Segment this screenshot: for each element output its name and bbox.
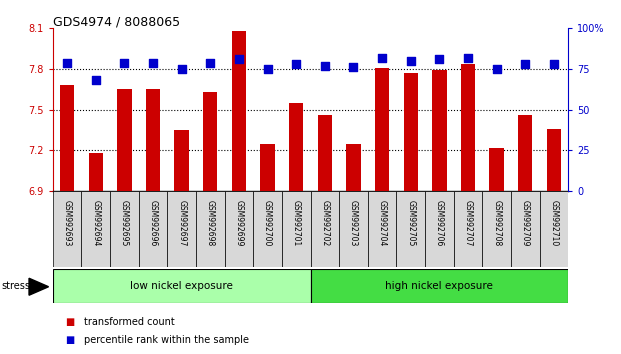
Point [348, 64, 358, 70]
Point [492, 66, 502, 72]
Text: GSM992696: GSM992696 [148, 200, 158, 247]
Bar [289, 103, 303, 191]
Point [91, 78, 101, 83]
Polygon shape [29, 278, 48, 295]
Bar [489, 148, 504, 191]
Bar [175, 130, 189, 191]
Bar [232, 31, 246, 191]
Text: GSM992704: GSM992704 [378, 200, 387, 247]
Text: GSM992702: GSM992702 [320, 200, 329, 246]
Text: percentile rank within the sample: percentile rank within the sample [84, 335, 249, 345]
Bar [167, 191, 196, 267]
Bar [483, 191, 511, 267]
Bar [540, 191, 568, 267]
Bar [282, 191, 310, 267]
Text: GSM992694: GSM992694 [91, 200, 100, 247]
Text: GSM992705: GSM992705 [406, 200, 415, 247]
Text: GSM992708: GSM992708 [492, 200, 501, 246]
Point [463, 55, 473, 61]
Text: GSM992710: GSM992710 [550, 200, 558, 246]
Text: ■: ■ [65, 317, 75, 327]
Point [62, 60, 72, 65]
Text: GSM992709: GSM992709 [521, 200, 530, 247]
Bar [310, 191, 339, 267]
Text: GSM992700: GSM992700 [263, 200, 272, 247]
Bar [454, 191, 483, 267]
Bar [368, 191, 396, 267]
Bar [518, 115, 532, 191]
Bar [432, 70, 446, 191]
Point [177, 66, 187, 72]
Point [520, 61, 530, 67]
Text: transformed count: transformed count [84, 317, 175, 327]
Bar [425, 191, 454, 267]
Point [549, 61, 559, 67]
Text: high nickel exposure: high nickel exposure [386, 281, 493, 291]
Bar [225, 191, 253, 267]
Bar [461, 64, 475, 191]
Point [206, 60, 215, 65]
Point [435, 56, 445, 62]
Bar [81, 191, 110, 267]
Text: stress: stress [1, 281, 30, 291]
Text: GSM992703: GSM992703 [349, 200, 358, 247]
Bar [260, 144, 274, 191]
Bar [89, 153, 103, 191]
Point [234, 56, 244, 62]
Bar [110, 191, 138, 267]
Text: GSM992693: GSM992693 [63, 200, 71, 247]
Bar [375, 68, 389, 191]
Text: GDS4974 / 8088065: GDS4974 / 8088065 [53, 16, 180, 29]
Point [291, 61, 301, 67]
Bar [53, 269, 310, 303]
Point [406, 58, 415, 64]
Point [377, 55, 387, 61]
Text: low nickel exposure: low nickel exposure [130, 281, 233, 291]
Bar [117, 89, 132, 191]
Text: GSM992698: GSM992698 [206, 200, 215, 246]
Text: GSM992699: GSM992699 [234, 200, 243, 247]
Text: GSM992707: GSM992707 [463, 200, 473, 247]
Text: GSM992695: GSM992695 [120, 200, 129, 247]
Bar [404, 73, 418, 191]
Bar [203, 92, 217, 191]
Bar [60, 85, 75, 191]
Text: GSM992697: GSM992697 [177, 200, 186, 247]
Text: ■: ■ [65, 335, 75, 345]
Bar [146, 89, 160, 191]
Point [263, 66, 273, 72]
Point [320, 63, 330, 69]
Bar [347, 144, 361, 191]
Bar [339, 191, 368, 267]
Bar [511, 191, 540, 267]
Point [148, 60, 158, 65]
Bar [196, 191, 225, 267]
Text: GSM992706: GSM992706 [435, 200, 444, 247]
Bar [53, 191, 81, 267]
Point [119, 60, 129, 65]
Bar [138, 191, 167, 267]
Bar [318, 115, 332, 191]
Bar [253, 191, 282, 267]
Text: GSM992701: GSM992701 [292, 200, 301, 246]
Bar [396, 191, 425, 267]
Bar [310, 269, 568, 303]
Bar [546, 129, 561, 191]
